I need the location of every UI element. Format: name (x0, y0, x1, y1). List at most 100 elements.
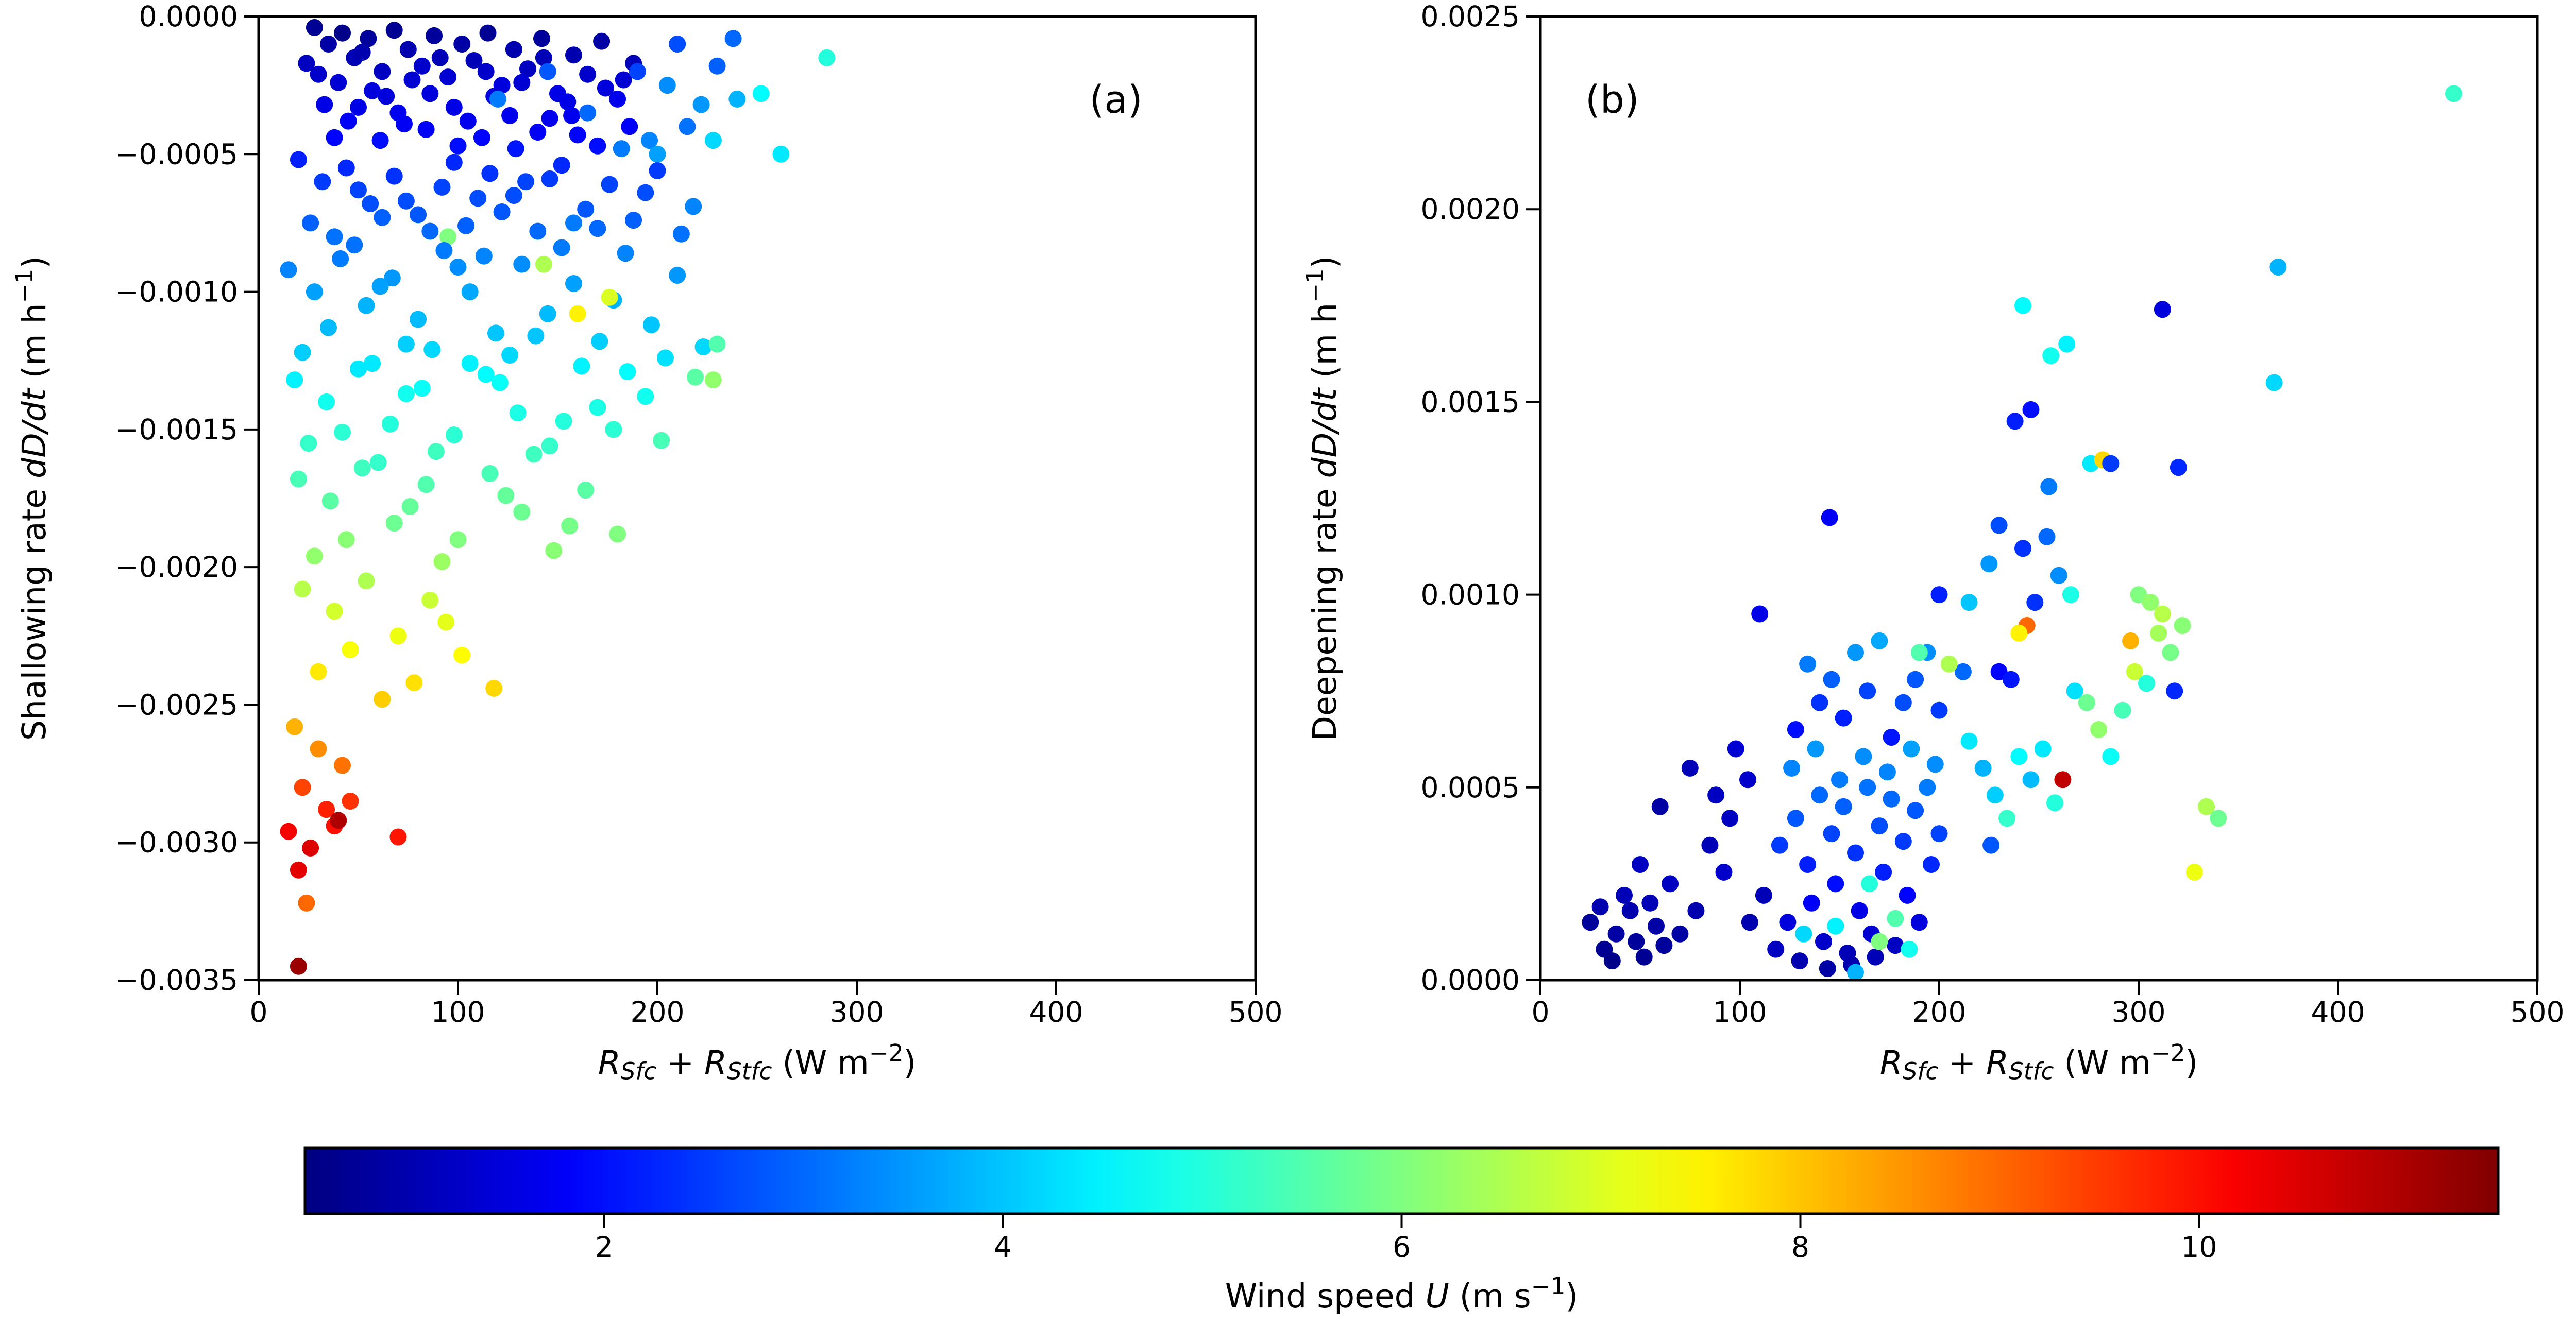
scatter-point (2034, 740, 2052, 758)
x-tick-label: 200 (631, 996, 685, 1029)
scatter-point (728, 90, 746, 108)
scatter-point (2166, 682, 2183, 700)
scatter-point (535, 255, 552, 273)
scatter-point (1998, 810, 2016, 827)
scatter-point (2445, 85, 2462, 102)
scatter-point (469, 190, 487, 207)
scatter-point (475, 247, 493, 265)
scatter-point (629, 63, 646, 80)
scatter-point (577, 482, 595, 499)
x-tick-label: 400 (1029, 996, 1083, 1029)
scatter-point (421, 222, 439, 240)
colorbar-tick-label: 10 (2181, 1230, 2217, 1263)
scatter-point (2185, 863, 2203, 881)
scatter-point (708, 57, 726, 75)
scatter-point (1707, 786, 1725, 804)
panel-label: (a) (1090, 78, 1143, 122)
scatter-point (2122, 632, 2139, 649)
scatter-point (1847, 844, 1864, 862)
scatter-point (1894, 833, 1912, 850)
scatter-point (306, 547, 323, 565)
x-tick-label: 500 (2511, 996, 2565, 1029)
y-tick-label: −0.0030 (115, 826, 238, 859)
scatter-point (2269, 259, 2287, 276)
scatter-point (2014, 540, 2031, 557)
scatter-point (1823, 825, 1840, 843)
scatter-point (2154, 301, 2171, 318)
scatter-point (1591, 898, 1609, 916)
scatter-point (505, 187, 522, 204)
colorbar-tick-label: 8 (1791, 1230, 1809, 1263)
scatter-point (449, 259, 467, 276)
scatter-point (501, 347, 519, 364)
scatter-point (1871, 632, 1888, 649)
panel-label: (b) (1585, 78, 1639, 122)
scatter-point (423, 341, 441, 358)
scatter-point (1923, 856, 1940, 873)
scatter-point (1887, 910, 1904, 927)
scatter-point (439, 228, 457, 246)
scatter-point (1875, 863, 1892, 881)
scatter-point (350, 181, 367, 199)
scatter-point (1582, 914, 1599, 931)
scatter-point (2162, 644, 2179, 661)
scatter-point (477, 63, 495, 80)
scatter-point (1741, 914, 1758, 931)
scatter-point (421, 85, 439, 102)
scatter-point (669, 267, 686, 284)
scatter-point (637, 184, 654, 201)
scatter-point (477, 366, 495, 383)
scatter-point (2038, 528, 2056, 545)
scatter-point (672, 225, 690, 243)
scatter-point (1799, 655, 1817, 673)
scatter-point (685, 198, 702, 215)
scatter-point (445, 426, 463, 443)
scatter-point (597, 79, 614, 97)
scatter-point (704, 371, 722, 389)
scatter-point (397, 335, 415, 353)
scatter-point (300, 435, 317, 452)
scatter-point (658, 77, 676, 94)
scatter-point (2138, 675, 2155, 692)
scatter-point (453, 36, 471, 53)
panel-a: 0 100 200 300 400 500 −0.0035 −0.0030 −0.0025 −0.… (11, 0, 1283, 1085)
scatter-point (334, 757, 351, 774)
scatter-point (286, 718, 303, 735)
scatter-point (346, 236, 363, 254)
scatter-point (1907, 802, 1924, 819)
scatter-point (555, 413, 572, 430)
x-tick-label: 0 (1532, 996, 1550, 1029)
scatter-point (563, 107, 581, 124)
scatter-point (649, 145, 666, 163)
y-axis-label: Deepening rate dD/dt (m h−1) (1301, 256, 1344, 741)
scatter-point (565, 214, 582, 232)
scatter-point (541, 110, 558, 127)
scatter-point (318, 393, 335, 410)
scatter-point (579, 65, 597, 83)
scatter-point (1835, 798, 1852, 815)
scatter-point (1701, 836, 1719, 854)
scatter-point (397, 192, 415, 210)
scatter-point (403, 71, 421, 89)
scatter-point (1616, 886, 1633, 904)
scatter-point (541, 170, 558, 187)
scatter-point (1960, 732, 1978, 750)
colorbar-tick-label: 2 (595, 1230, 613, 1263)
scatter-point (342, 793, 359, 810)
scatter-point (413, 380, 431, 397)
scatter-point (2010, 624, 2028, 642)
scatter-points (280, 19, 836, 975)
scatter-point (310, 740, 327, 758)
scatter-point (687, 368, 704, 386)
scatter-point (457, 217, 474, 234)
scatter-point (385, 167, 403, 185)
scatter-point (2265, 374, 2283, 391)
scatter-point (501, 107, 519, 124)
scatter-point (1919, 779, 1936, 796)
scatter-point (481, 165, 499, 182)
scatter-point (290, 957, 307, 975)
scatter-point (326, 228, 343, 246)
y-tick-label: −0.0015 (115, 413, 238, 446)
scatter-point (334, 423, 351, 441)
y-tick-label: −0.0035 (115, 964, 238, 997)
